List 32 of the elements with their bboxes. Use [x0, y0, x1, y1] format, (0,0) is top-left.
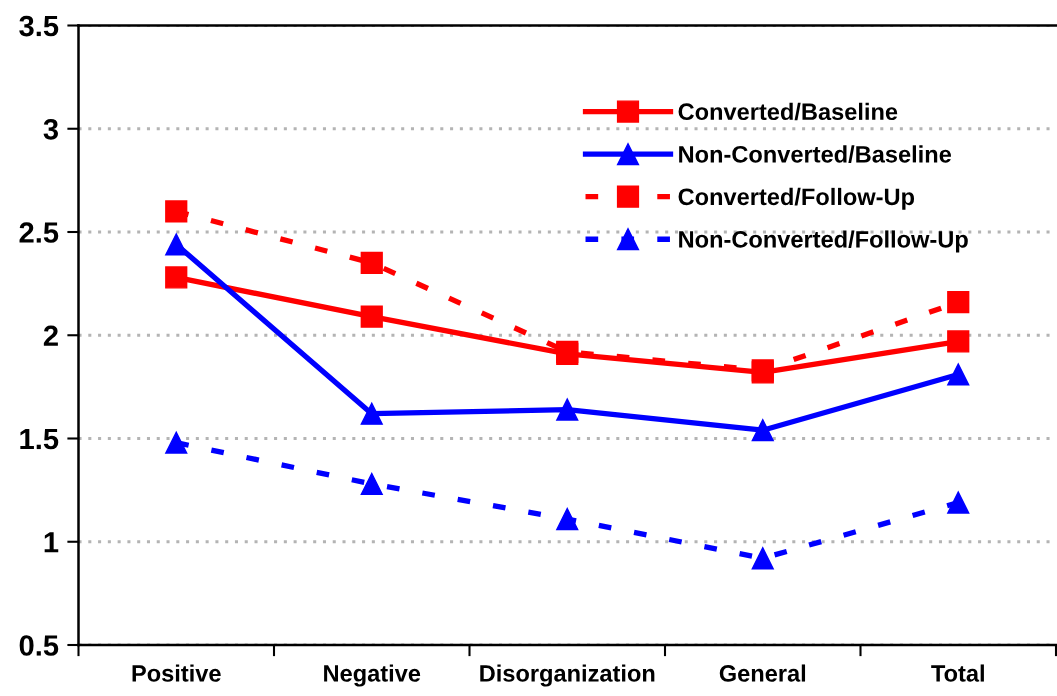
x-tick-label: Negative: [324, 664, 421, 687]
y-tick-label: 1: [44, 532, 59, 553]
y-tick-label: 0.5: [19, 635, 59, 656]
x-tick-label: Positive: [132, 664, 221, 682]
point: [947, 291, 970, 314]
point: [165, 431, 188, 454]
point: [165, 233, 188, 256]
y-tick-label: 2: [43, 325, 58, 346]
x-tick-label: Total: [931, 664, 984, 682]
y-tick-label: 3: [43, 118, 58, 140]
point: [556, 507, 579, 531]
point: [360, 305, 383, 328]
point: [947, 330, 970, 353]
point: [360, 402, 383, 425]
legend-label: Non-Converted/Baseline: [679, 145, 951, 163]
point: [947, 363, 970, 386]
x-tick-label: General: [719, 664, 806, 682]
y-tick-label: 1.5: [20, 429, 59, 450]
point: [751, 547, 774, 570]
point: [165, 200, 188, 223]
point: [556, 398, 579, 421]
point: [751, 419, 774, 442]
legend-label: Converted/Baseline: [678, 102, 898, 121]
legend-label: Converted/Follow-Up: [678, 187, 915, 210]
x-tick-label: Disorganization: [480, 664, 655, 687]
point: [947, 491, 970, 514]
y-tick-label: 3.5: [19, 15, 59, 37]
point: [165, 266, 188, 289]
point: [360, 251, 383, 275]
legend-label: Non-Converted/Follow-Up: [679, 230, 968, 253]
y-tick-label: 2.5: [19, 222, 59, 243]
point: [360, 472, 383, 496]
